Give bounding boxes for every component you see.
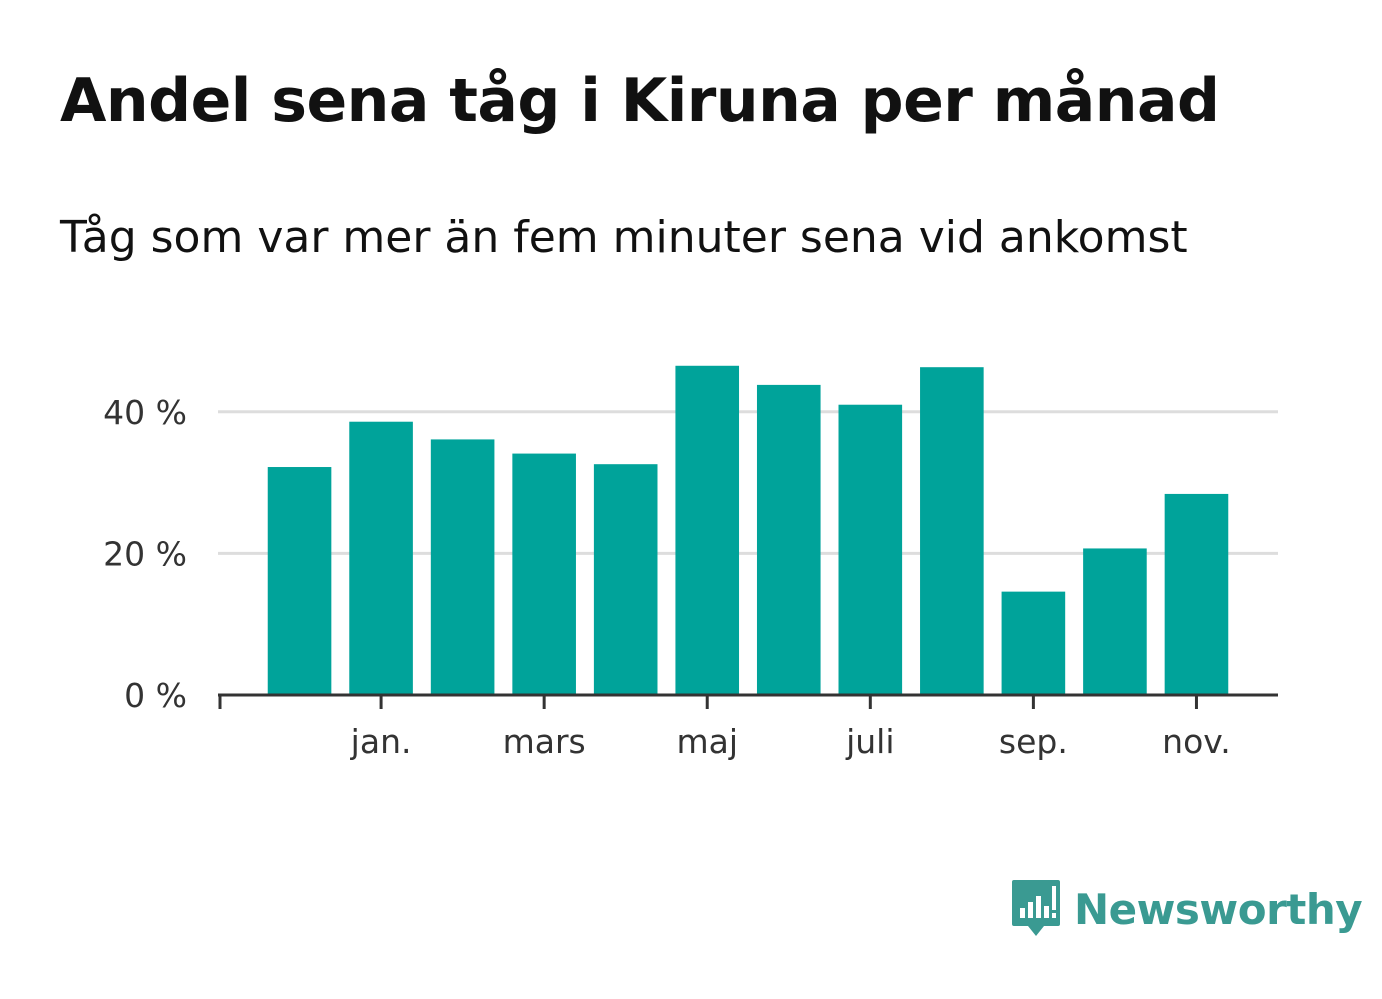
bar-okt[interactable]	[1083, 548, 1147, 695]
newsworthy-logo[interactable]: Newsworthy	[1010, 878, 1363, 940]
x-tick-label: sep.	[999, 722, 1068, 761]
newsworthy-logo-icon	[1012, 880, 1060, 936]
x-tick-label: mars	[503, 722, 586, 761]
bar-juli[interactable]	[838, 404, 903, 695]
bar-nov[interactable]	[1164, 493, 1229, 695]
y-tick-label: 20 %	[103, 534, 187, 573]
brand-name: Newsworthy	[1074, 884, 1363, 934]
bar-dec[interactable]	[267, 467, 332, 695]
bar-mars[interactable]	[512, 453, 576, 695]
x-tick-label: nov.	[1162, 722, 1231, 761]
bar-sep[interactable]	[1001, 591, 1066, 695]
bar-jan[interactable]	[349, 421, 413, 695]
chart-subtitle: Tåg som var mer än fem minuter sena vid …	[60, 212, 1188, 263]
chart-title: Andel sena tåg i Kiruna per månad	[60, 66, 1220, 136]
bar-april[interactable]	[593, 464, 658, 695]
bar-maj[interactable]	[675, 365, 740, 695]
y-tick-label: 40 %	[103, 393, 187, 432]
x-tick-label: jan.	[350, 722, 412, 761]
x-tick-label: juli	[845, 722, 894, 761]
y-tick-label: 0 %	[124, 676, 187, 715]
bar-juni[interactable]	[756, 384, 821, 695]
bar-aug[interactable]	[920, 367, 984, 695]
x-tick-label: maj	[676, 722, 738, 761]
bar-feb[interactable]	[430, 439, 495, 695]
